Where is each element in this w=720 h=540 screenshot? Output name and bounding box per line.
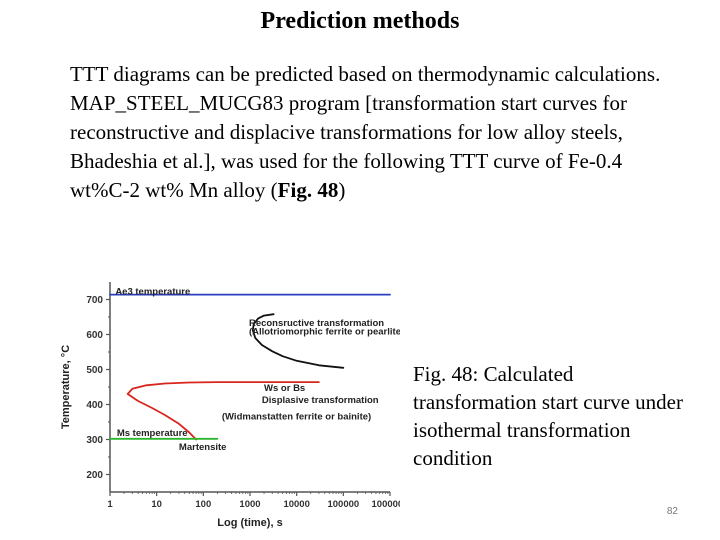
y-axis-title: Temperature, °C	[60, 345, 72, 429]
chart-annotation: Ae3 temperature	[115, 287, 190, 298]
x-tick-label: 100	[195, 499, 211, 510]
paragraph-2: MAP_STEEL_MUCG83 program [transformation…	[70, 89, 670, 205]
y-tick-label: 600	[86, 330, 103, 341]
paragraph-1: TTT diagrams can be predicted based on t…	[70, 62, 661, 86]
paragraph-2-text: MAP_STEEL_MUCG83 program [transformation…	[70, 91, 627, 202]
chart-annotation: Reconsructive transformation	[249, 318, 384, 329]
x-tick-label: 1000000	[372, 499, 400, 510]
series-line-reconstructive	[251, 313, 345, 369]
chart-annotation: Displasive transformation	[262, 395, 379, 406]
y-tick-label: 400	[86, 400, 103, 411]
series-line-displacive	[126, 381, 320, 441]
chart-annotation: Martensite	[179, 442, 227, 453]
chart-annotation: Ms temperature	[117, 428, 188, 439]
x-axis-title: Log (time), s	[217, 517, 282, 529]
y-tick-label: 500	[86, 365, 103, 376]
x-tick-label: 10000	[283, 499, 309, 510]
x-tick-label: 1000	[239, 499, 260, 510]
chart-annotation: (Allotriomorphic ferrite or pearlite)	[249, 327, 400, 338]
chart-annotation: (Widmanstatten ferrite or bainite)	[222, 412, 371, 423]
x-tick-label: 100000	[327, 499, 359, 510]
ttt-chart: 200 300 400 500 600 700 1 10 100 1000 10000 100000 1…	[60, 282, 400, 529]
paragraph-2-end: )	[338, 178, 346, 202]
y-tick-label: 300	[86, 435, 103, 446]
slide-title: Prediction methods	[260, 8, 460, 34]
figure-caption: Fig. 48: Calculated transformation start…	[413, 362, 683, 470]
y-tick-label: 200	[86, 470, 103, 481]
page-number: 82	[666, 506, 678, 517]
y-tick-label: 700	[86, 295, 103, 306]
x-tick-label: 10	[151, 499, 162, 510]
figure-reference: Fig. 48	[277, 178, 339, 202]
ttt-chart-figure: 200 300 400 500 600 700 1 10 100 1000 10000 100000 1…	[55, 270, 400, 535]
body-text: TTT diagrams can be predicted based on t…	[70, 60, 670, 205]
chart-annotation: Ws or Bs	[264, 383, 305, 394]
x-tick-label: 1	[107, 499, 113, 510]
